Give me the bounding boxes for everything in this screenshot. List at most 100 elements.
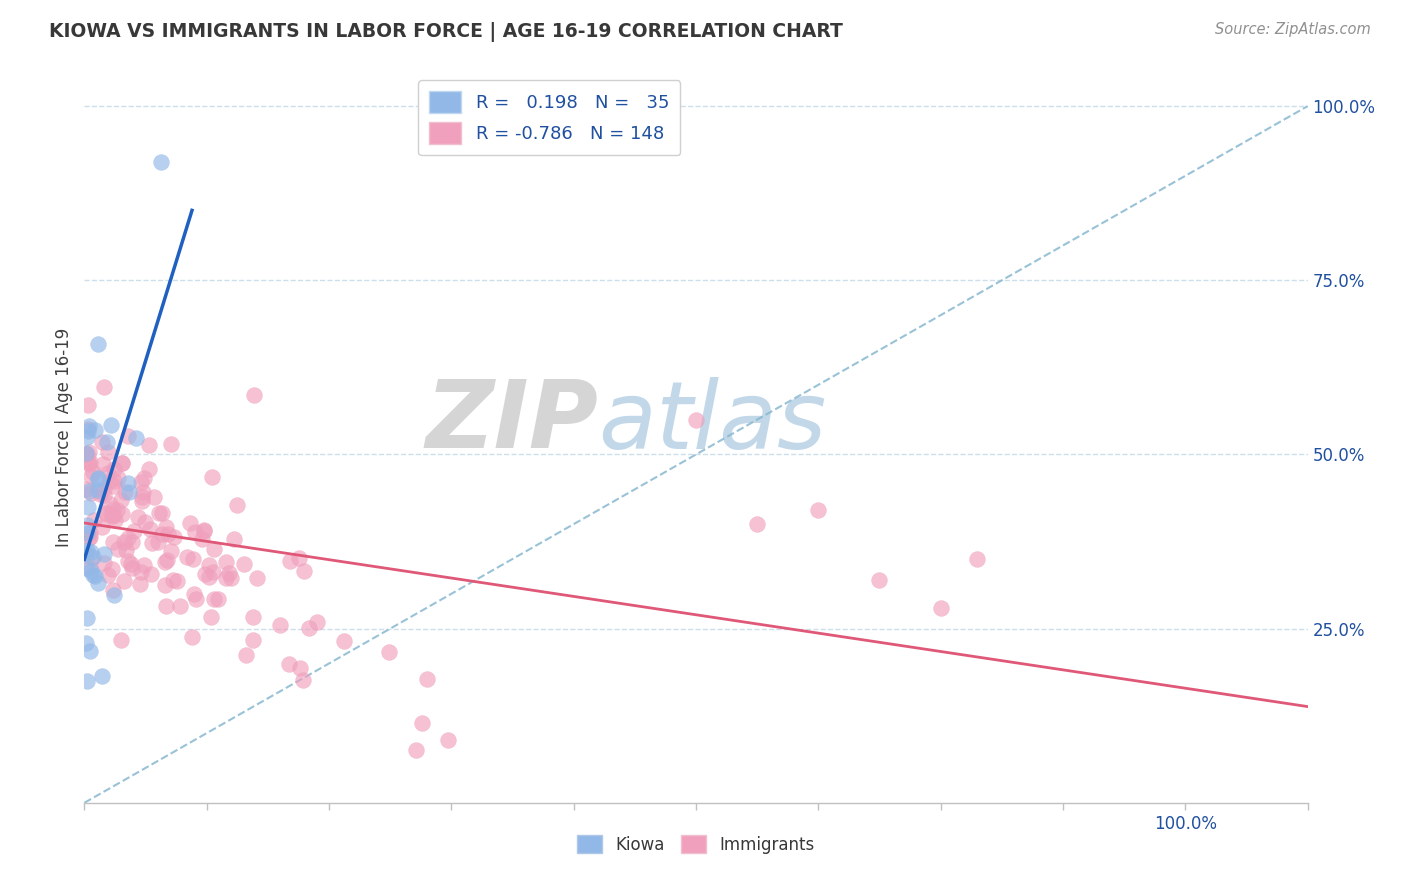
Point — [75, 447, 97, 461]
Point — [193, 523, 215, 537]
Text: Source: ZipAtlas.com: Source: ZipAtlas.com — [1215, 22, 1371, 37]
Point — [929, 600, 952, 615]
Point — [76, 447, 98, 461]
Point — [169, 599, 191, 614]
Point — [235, 648, 257, 662]
Point — [96, 506, 118, 520]
Point — [125, 432, 148, 446]
Point — [75, 482, 97, 496]
Point — [87, 483, 110, 497]
Point — [103, 461, 125, 475]
Point — [201, 470, 224, 484]
Point — [143, 490, 166, 504]
Point — [242, 610, 264, 624]
Point — [200, 610, 222, 624]
Point — [242, 633, 264, 648]
Point — [148, 507, 170, 521]
Point — [104, 513, 127, 527]
Point — [121, 561, 143, 575]
Point — [122, 524, 145, 539]
Point — [77, 445, 100, 459]
Point — [233, 557, 256, 571]
Point — [139, 567, 162, 582]
Point — [110, 493, 132, 508]
Point — [79, 455, 101, 469]
Point — [103, 479, 125, 493]
Point — [117, 429, 139, 443]
Point — [202, 542, 225, 557]
Point — [93, 547, 115, 561]
Point — [146, 535, 169, 549]
Point — [193, 524, 215, 539]
Point — [129, 576, 152, 591]
Point — [103, 588, 125, 602]
Point — [807, 503, 830, 517]
Point — [103, 474, 125, 488]
Point — [87, 470, 110, 484]
Point — [307, 615, 329, 630]
Point — [138, 523, 160, 537]
Point — [79, 525, 101, 540]
Point — [166, 574, 188, 588]
Point — [117, 554, 139, 568]
Point — [110, 457, 132, 471]
Point — [405, 743, 427, 757]
Point — [141, 536, 163, 550]
Point — [82, 568, 104, 582]
Point — [91, 434, 114, 449]
Point — [215, 571, 238, 585]
Point — [269, 617, 291, 632]
Point — [436, 733, 458, 747]
Y-axis label: In Labor Force | Age 16-19: In Labor Force | Age 16-19 — [55, 327, 73, 547]
Point — [107, 471, 129, 485]
Point — [84, 569, 107, 583]
Point — [75, 546, 97, 560]
Point — [77, 398, 100, 412]
Point — [93, 380, 115, 394]
Point — [280, 554, 302, 568]
Point — [190, 533, 212, 547]
Point — [100, 418, 122, 433]
Point — [181, 630, 204, 644]
Point — [246, 571, 269, 585]
Point — [197, 558, 219, 573]
Point — [76, 526, 98, 541]
Point — [112, 535, 135, 549]
Point — [155, 599, 177, 613]
Point — [184, 591, 207, 606]
Point — [198, 570, 221, 584]
Point — [114, 574, 136, 588]
Point — [117, 484, 139, 499]
Point — [291, 673, 314, 688]
Point — [131, 493, 153, 508]
Point — [153, 578, 176, 592]
Point — [111, 456, 134, 470]
Point — [75, 452, 97, 467]
Point — [79, 530, 101, 544]
Point — [86, 576, 108, 591]
Point — [111, 507, 134, 521]
Point — [79, 419, 101, 434]
Point — [76, 455, 98, 469]
Point — [294, 564, 316, 578]
Point — [90, 520, 112, 534]
Point — [101, 509, 124, 524]
Point — [179, 516, 201, 530]
Point — [150, 527, 173, 541]
Point — [80, 545, 103, 559]
Point — [202, 592, 225, 607]
Point — [966, 552, 988, 566]
Point — [162, 573, 184, 587]
Point — [127, 510, 149, 524]
Point — [98, 498, 121, 512]
Point — [215, 555, 238, 569]
Point — [115, 543, 138, 558]
Point — [80, 550, 103, 565]
Point — [243, 388, 266, 402]
Point — [76, 611, 98, 625]
Point — [134, 515, 156, 529]
Point — [77, 422, 100, 436]
Point — [91, 669, 114, 683]
Point — [747, 517, 769, 532]
Point — [183, 524, 205, 539]
